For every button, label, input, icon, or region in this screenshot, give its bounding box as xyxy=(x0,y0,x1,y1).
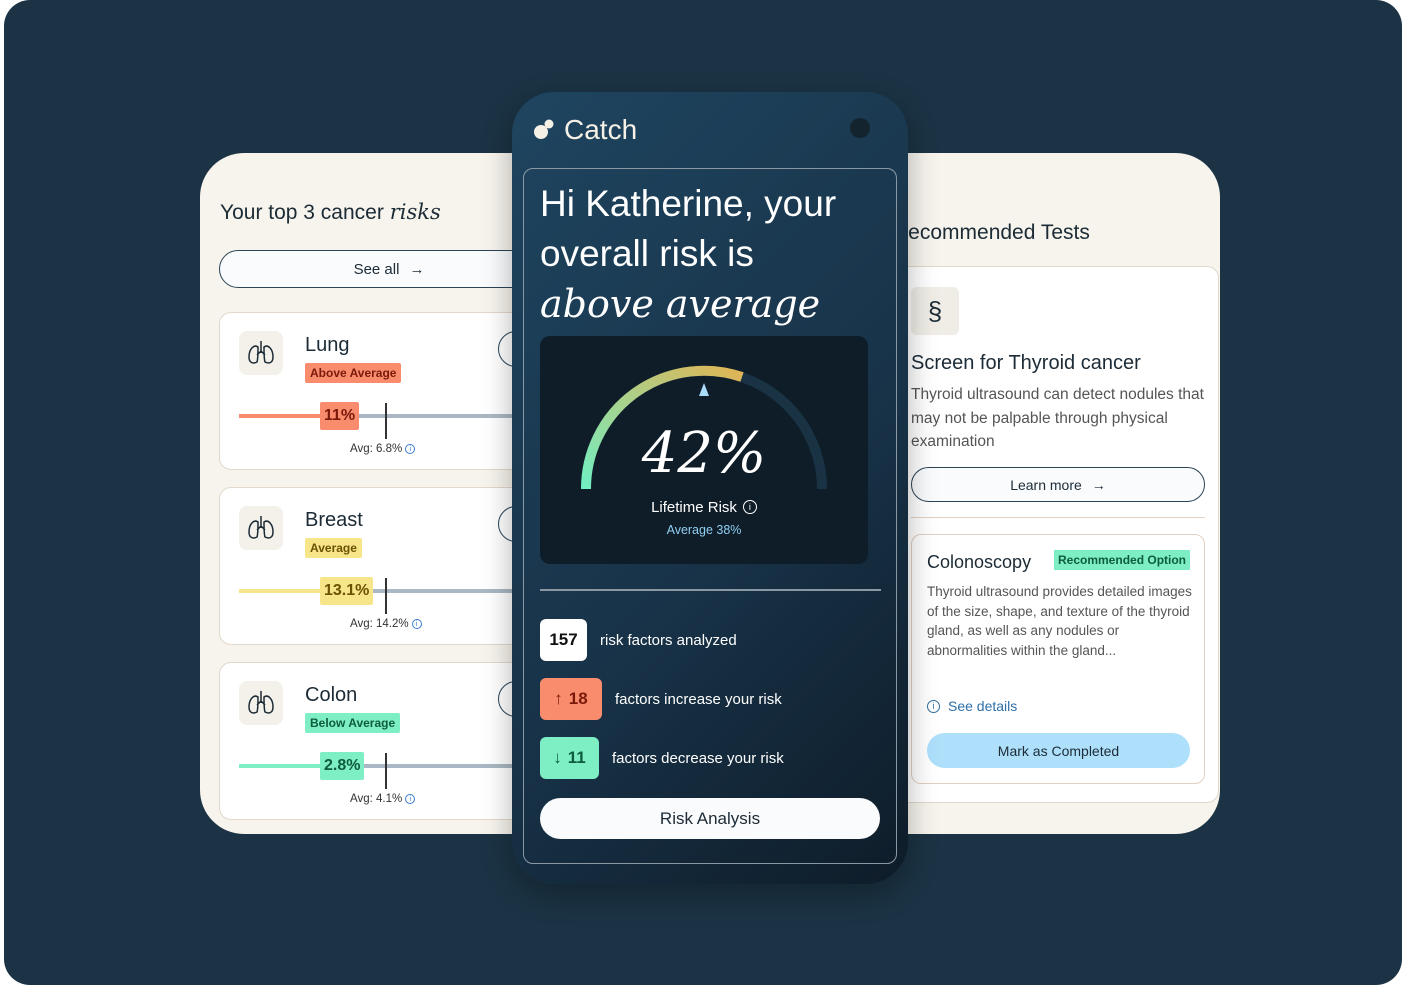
test-description: Thyroid ultrasound can detect nodules th… xyxy=(911,386,1204,450)
learn-more-button[interactable]: Learn more → xyxy=(911,467,1205,502)
risk-value: 11% xyxy=(320,402,360,430)
panel-title: Recommended Tests xyxy=(893,221,1090,244)
risk-fill xyxy=(239,764,324,768)
info-icon[interactable]: i xyxy=(411,619,422,629)
see-all-button[interactable]: See all → xyxy=(219,250,540,288)
risk-analysis-button[interactable]: Risk Analysis xyxy=(540,798,880,839)
brand-logo: Catch xyxy=(533,114,637,146)
average-marker xyxy=(385,578,387,614)
arrow-down-icon: ↓ xyxy=(553,748,562,767)
risk-track xyxy=(239,414,540,418)
see-details-link[interactable]: i See details xyxy=(927,698,1017,714)
arrow-up-icon: ↑ xyxy=(554,689,563,708)
info-icon[interactable]: i xyxy=(742,500,757,514)
risk-fill xyxy=(239,414,324,418)
average-label: Avg: 6.8% i xyxy=(350,443,416,455)
lungs-icon xyxy=(239,331,283,375)
gauge-arc xyxy=(580,365,827,490)
risk-level-badge: Above Average xyxy=(305,363,402,383)
cancer-name: Breast xyxy=(305,509,363,531)
risk-level-badge: Below Average xyxy=(305,713,401,733)
recommended-tests-panel: Recommended Tests § Screen for Thyroid c… xyxy=(880,153,1220,834)
average-label: Avg: 4.1% i xyxy=(350,793,416,805)
divider xyxy=(540,589,881,591)
info-icon: i xyxy=(927,699,940,713)
divider xyxy=(911,517,1205,518)
top-risks-panel: Your top 3 cancer risks See all → Lung Ab… xyxy=(200,153,540,834)
option-description: Thyroid ultrasound provides detailed ima… xyxy=(927,584,1192,658)
option-name: Colonoscopy xyxy=(927,552,1032,572)
average-pointer xyxy=(699,383,709,396)
average-label: Avg: 14.2% i xyxy=(350,618,422,630)
cancer-name: Colon xyxy=(305,684,358,706)
arrow-right-icon: → xyxy=(1091,476,1106,493)
risk-track xyxy=(239,764,540,768)
risk-level-badge: Average xyxy=(305,538,362,558)
lifetime-risk-label: Lifetime Risk i xyxy=(540,499,868,516)
risk-gauge: 42% Lifetime Risk i Average 38% xyxy=(540,336,868,564)
info-icon[interactable]: i xyxy=(405,444,416,454)
risk-value: 13.1% xyxy=(320,577,374,605)
catch-logo-icon xyxy=(534,119,554,139)
test-title: Screen for Thyroid cancer xyxy=(911,352,1141,374)
stat-increase: ↑ 18 factors increase your risk xyxy=(540,678,782,720)
risk-track xyxy=(239,589,540,593)
mark-completed-button[interactable]: Mark as Completed xyxy=(927,733,1190,768)
average-marker xyxy=(385,403,387,439)
recommended-badge: Recommended Option xyxy=(1054,550,1191,570)
risk-fill xyxy=(239,589,324,593)
panel-title: Your top 3 cancer risks xyxy=(220,200,441,224)
lungs-icon xyxy=(239,681,283,725)
greeting: Hi Katherine, your overall risk is above … xyxy=(540,183,837,326)
cancer-name: Lung xyxy=(305,334,350,356)
risk-value: 2.8% xyxy=(320,752,365,780)
risk-card-colon[interactable]: Colon Below Average 2.8% Avg: 4.1% i xyxy=(219,662,540,820)
option-card: Colonoscopy Recommended Option Thyroid u… xyxy=(911,534,1205,784)
arrow-right-icon: → xyxy=(409,260,425,278)
risk-value: 42% xyxy=(641,421,767,486)
stat-decrease: ↓ 11 factors decrease your risk xyxy=(540,737,784,779)
risk-card-lung[interactable]: Lung Above Average 11% Avg: 6.8% i xyxy=(219,312,540,470)
average-marker xyxy=(385,753,387,789)
intestine-icon: § xyxy=(911,287,959,335)
average-risk: Average 38% xyxy=(666,523,742,537)
overview-card: Hi Katherine, your overall risk is above … xyxy=(523,168,897,864)
phone-overview: Catch Hi Katherine, your overall risk is… xyxy=(512,92,908,884)
test-card: § Screen for Thyroid cancer Thyroid ultr… xyxy=(880,266,1219,803)
profile-icon[interactable] xyxy=(850,118,870,138)
risk-card-breast[interactable]: Breast Average 13.1% Avg: 14.2% i xyxy=(219,487,540,645)
lungs-icon xyxy=(239,506,283,550)
stat-analyzed: 157 risk factors analyzed xyxy=(540,619,737,661)
info-icon[interactable]: i xyxy=(405,794,416,804)
